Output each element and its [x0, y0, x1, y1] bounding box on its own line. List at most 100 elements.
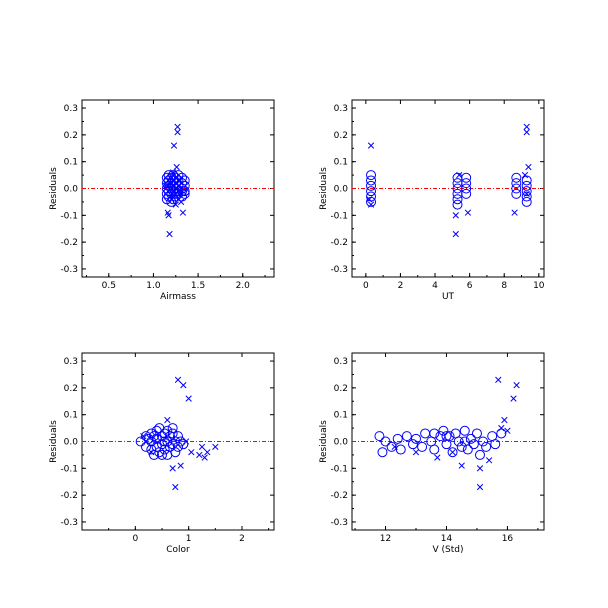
y-tick-label: 0.3	[334, 104, 348, 114]
data-point-x	[185, 395, 192, 402]
data-point-circle	[149, 431, 159, 442]
data-point-x	[182, 438, 190, 445]
data-point-x	[412, 449, 420, 456]
data-point-circle	[452, 194, 463, 205]
data-point-x	[452, 212, 459, 219]
data-point-x	[177, 198, 185, 206]
data-point-x	[180, 382, 187, 389]
data-point-circle	[490, 439, 501, 450]
data-point-circle	[179, 180, 190, 191]
data-point-circle	[481, 441, 492, 452]
data-point-x	[164, 416, 171, 424]
data-point-circle	[465, 433, 476, 444]
y-tick-label: 0.1	[334, 158, 348, 168]
data-point-circle	[452, 172, 463, 183]
y-axis-label: Residuals	[49, 167, 59, 210]
data-point-circle	[447, 447, 458, 458]
y-tick-label: 0.3	[64, 357, 78, 367]
data-point-x	[504, 427, 511, 434]
plot-color: 0 1 2 -0.3 -0.2 -0.1 0.0 0.1 0.2 0.3 Color Residual…	[49, 352, 275, 555]
data-point-circle	[511, 188, 522, 199]
y-tick-label: 0.2	[334, 131, 348, 141]
data-point-x	[501, 416, 508, 424]
data-point-x	[464, 209, 472, 216]
y-tick-label: -0.3	[330, 265, 348, 275]
data-point-circle	[452, 178, 463, 189]
data-point-circle	[168, 194, 179, 205]
data-point-circle	[173, 180, 184, 191]
y-tick-label: -0.2	[330, 491, 348, 501]
data-point-circle	[521, 191, 532, 202]
data-point-circle	[441, 431, 452, 442]
data-point-circle	[173, 186, 184, 197]
data-point-circle	[468, 439, 479, 450]
data-point-x	[523, 129, 530, 136]
data-point-circle	[395, 444, 406, 455]
y-tick-label: 0.2	[334, 384, 348, 394]
data-point-circle	[380, 436, 391, 447]
data-point-circle	[401, 431, 412, 442]
data-point-x	[169, 169, 177, 176]
data-point-circle	[366, 175, 377, 186]
x-tick-label: 1	[186, 534, 192, 544]
data-point-x	[148, 449, 155, 456]
x-tick-label: 0	[363, 281, 369, 291]
x-tick-label: 12	[380, 534, 391, 544]
x-axis-label: Color	[166, 545, 190, 555]
data-point-x	[366, 196, 373, 203]
y-tick-label: 0.2	[64, 131, 78, 141]
data-point-circle	[461, 188, 472, 199]
data-point-x	[367, 201, 375, 208]
data-point-x	[456, 171, 463, 179]
y-tick-label: 0.1	[64, 411, 78, 421]
x-tick-label: 2	[398, 281, 404, 291]
data-point-circle	[459, 436, 470, 447]
data-point-circle	[157, 449, 167, 460]
data-point-circle	[374, 431, 385, 442]
data-point-circle	[429, 428, 440, 439]
x-tick-label: 4	[432, 281, 438, 291]
data-point-circle	[173, 431, 183, 442]
x-axis-label: V (Std)	[433, 545, 464, 555]
data-point-x	[179, 209, 187, 216]
data-point-x	[173, 163, 180, 171]
y-tick-label: -0.2	[330, 238, 348, 248]
data-point-circle	[521, 186, 532, 197]
data-point-circle	[146, 436, 157, 447]
data-point-circle	[429, 444, 440, 455]
data-point-circle	[511, 178, 522, 189]
data-point-x	[449, 449, 456, 456]
data-point-circle	[179, 175, 190, 186]
data-point-x	[525, 163, 532, 171]
data-point-circle	[407, 439, 418, 450]
data-point-x	[172, 483, 179, 491]
data-point-circle	[173, 175, 184, 186]
data-point-circle	[143, 433, 154, 444]
data-point-circle	[478, 436, 489, 447]
x-tick-label: 14	[441, 534, 453, 544]
data-point-x	[498, 424, 505, 432]
data-point-circle	[167, 423, 178, 434]
data-point-circle	[461, 178, 472, 189]
x-tick-label: 16	[502, 534, 514, 544]
data-point-circle	[377, 447, 388, 458]
y-tick-label: -0.3	[330, 518, 348, 528]
data-point-x	[196, 451, 203, 459]
y-axis-label: Residuals	[319, 167, 329, 210]
data-point-circle	[453, 436, 464, 447]
y-tick-label: -0.2	[60, 491, 78, 501]
data-point-circle	[366, 191, 377, 202]
data-point-circle	[146, 428, 157, 439]
data-point-circle	[173, 170, 184, 181]
data-point-x	[212, 443, 219, 451]
x-tick-label: 2.0	[236, 281, 251, 291]
data-point-x	[166, 230, 173, 238]
data-point-circle	[456, 441, 467, 452]
data-point-circle	[444, 431, 455, 442]
data-point-circle	[178, 439, 189, 450]
data-point-circle	[162, 436, 173, 447]
x-tick-label: 2	[239, 534, 245, 544]
data-point-circle	[475, 449, 485, 460]
data-point-circle	[521, 196, 532, 207]
y-tick-label: 0.3	[64, 104, 78, 114]
